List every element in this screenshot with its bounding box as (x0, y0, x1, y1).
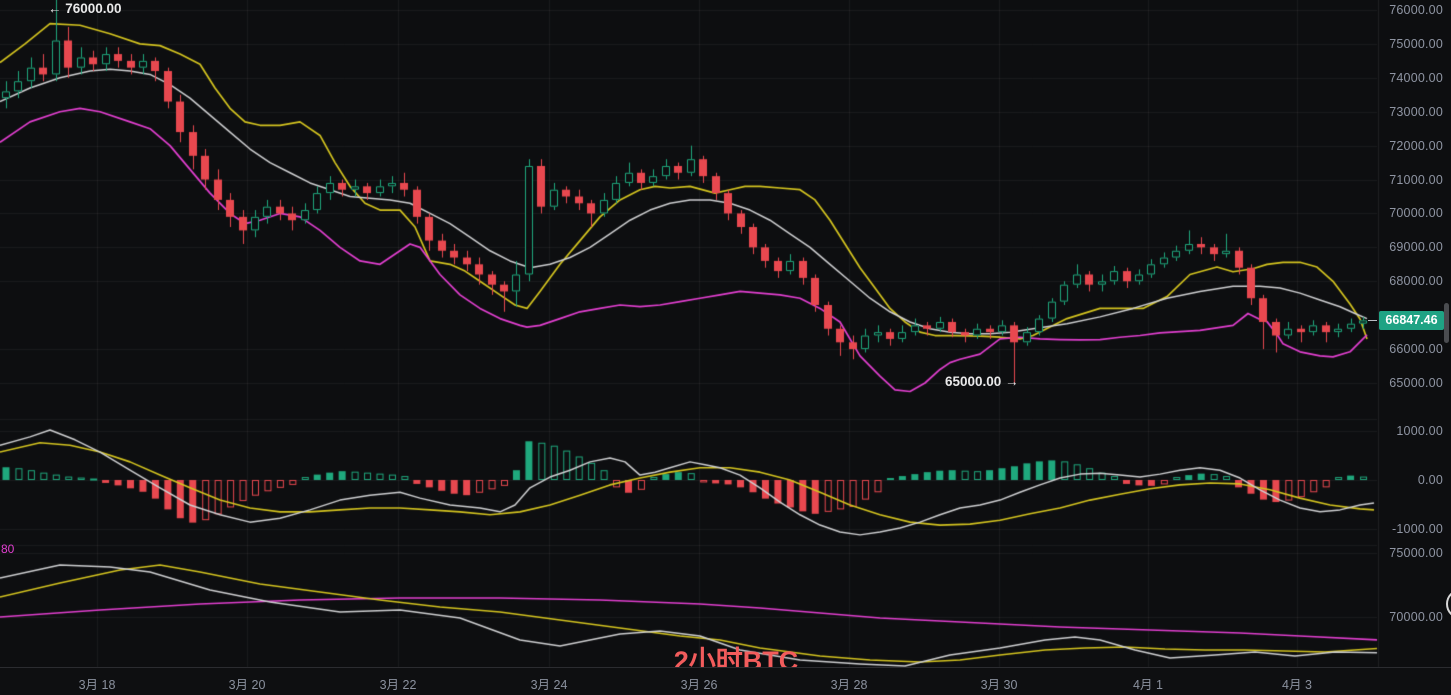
axis-tick-label: 0.00 (1417, 473, 1443, 487)
axis-tick-label: 75000.00 (1389, 36, 1443, 51)
axis-tick-label: 73000.00 (1389, 104, 1443, 119)
last-price-badge: 66847.46 (1379, 311, 1444, 330)
date-label: 3月 22 (379, 678, 417, 692)
date-label: 3月 28 (830, 678, 868, 692)
last-price-tick (1368, 320, 1377, 321)
date-label: 4月 1 (1133, 678, 1163, 692)
axis-tick-label: 70000.00 (1389, 610, 1443, 624)
axis-tick-label: 1000.00 (1396, 424, 1443, 438)
axis-tick-label: 66000.00 (1389, 342, 1443, 357)
axis-tick-label: 74000.00 (1389, 70, 1443, 85)
axis-tick-label: 69000.00 (1389, 240, 1443, 255)
date-label: 3月 26 (680, 678, 718, 692)
axis-tick-label: -1000.00 (1392, 522, 1443, 536)
axis-tick-label: 75000.00 (1389, 546, 1443, 560)
date-label: 3月 30 (980, 678, 1018, 692)
date-label: 3月 20 (228, 678, 266, 692)
date-label: 3月 24 (530, 678, 568, 692)
axis-tick-label: 70000.00 (1389, 206, 1443, 221)
time-axis: 3月 18 3月 20 3月 22 3月 24 3月 26 3月 28 3月 30 4月 1 4… (0, 667, 1451, 695)
axis-tick-label: 71000.00 (1389, 172, 1443, 187)
axis-tick-label: 65000.00 (1389, 376, 1443, 390)
high-price-annotation: ← 76000.00 (48, 1, 122, 16)
low-price-annotation: 65000.00 → (945, 374, 1019, 389)
panel3-left-label: 80 (1, 542, 15, 556)
date-label: 3月 18 (78, 678, 116, 692)
axis-tick-label: 68000.00 (1389, 274, 1443, 289)
axis-tick-label: 72000.00 (1389, 138, 1443, 153)
axis-scrollbar-thumb[interactable] (1444, 303, 1449, 343)
axis-tick-label: 76000.00 (1389, 3, 1443, 17)
date-label: 4月 3 (1282, 678, 1312, 692)
